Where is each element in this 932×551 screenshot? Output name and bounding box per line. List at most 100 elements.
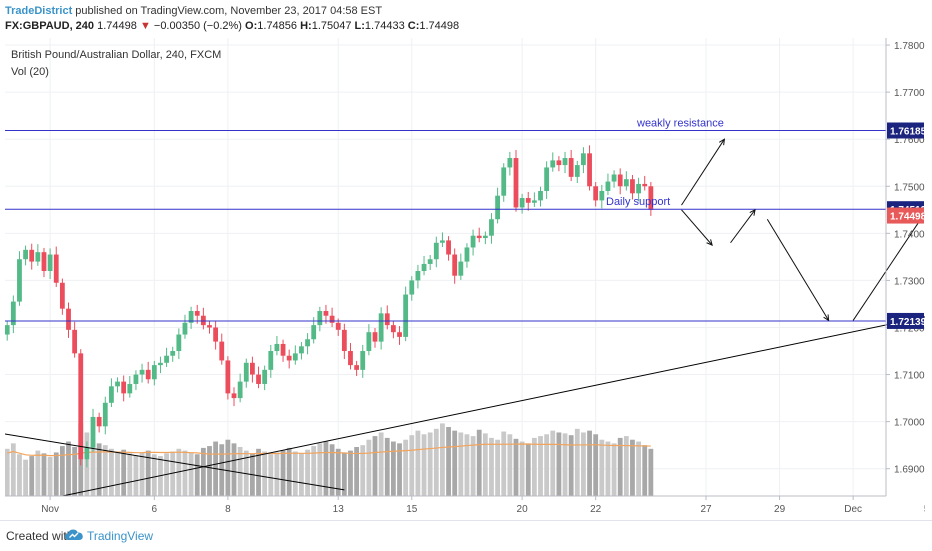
volume-bar	[23, 459, 28, 496]
volume-bar	[17, 454, 22, 496]
candle-body	[274, 343, 280, 352]
candle-body	[360, 351, 366, 370]
candle-body	[458, 261, 464, 276]
candle-body	[194, 311, 200, 316]
volume-bar	[151, 454, 157, 496]
volume-bar	[66, 441, 71, 496]
volume-bar	[623, 436, 629, 496]
volume-bar	[109, 448, 114, 496]
volume-bar	[372, 436, 378, 496]
volume-bar	[274, 452, 280, 496]
candle-body	[452, 254, 458, 276]
volume-bar	[207, 446, 212, 496]
volume-bar	[489, 437, 494, 496]
time-tick-label: 5	[924, 504, 925, 515]
price-tick-label: 1.75000	[894, 182, 925, 193]
time-tick-label: Nov	[41, 504, 59, 515]
candle-body	[127, 383, 133, 394]
current-price-tag-bg	[887, 207, 924, 224]
candle-body	[78, 353, 84, 460]
time-tick-label: 8	[225, 504, 231, 515]
candle-body	[513, 158, 519, 208]
volume-bar	[335, 448, 341, 496]
ohlc-line: FX:GBPAUD, 240 1.74498 ▼ −0.00350 (−0.2%…	[5, 20, 459, 32]
volume-bar	[194, 454, 200, 496]
candle-body	[237, 381, 243, 399]
candle-body	[409, 280, 415, 295]
candle-body	[556, 160, 562, 166]
close-value: 1.74498	[419, 20, 460, 32]
volume-bar	[617, 437, 623, 496]
candle-body	[550, 160, 556, 168]
publication-line: TradeDistrict published on TradingView.c…	[5, 5, 382, 17]
price-tick-label: 1.76000	[894, 135, 925, 146]
volume-bar	[544, 434, 550, 496]
candle-body	[335, 322, 341, 330]
candle-body	[415, 271, 421, 281]
candle-body	[305, 339, 310, 347]
candle-body	[568, 158, 574, 177]
volume-bar	[268, 454, 274, 496]
candle-body	[446, 240, 451, 255]
volume-bar	[452, 430, 458, 496]
price-tick-label: 1.78000	[894, 41, 925, 52]
high-label: H:	[300, 20, 312, 32]
level-annotation: weakly resistance	[636, 117, 724, 129]
candle-body	[605, 181, 611, 191]
time-tick-label: 13	[333, 504, 345, 515]
volume-bar	[384, 437, 390, 496]
candle-body	[286, 355, 292, 361]
candlesticks	[4, 145, 654, 468]
price-tick-label: 1.71000	[894, 371, 925, 382]
volume-bar	[568, 435, 574, 496]
candle-body	[47, 254, 53, 272]
level-price-tag-bg	[887, 122, 924, 139]
arrow-head	[706, 239, 713, 246]
candle-body	[378, 313, 384, 342]
volume-bar	[348, 450, 353, 496]
tradingview-brand-link[interactable]: TradingView	[87, 529, 154, 543]
candle-body	[630, 179, 635, 194]
volume-bar	[421, 434, 427, 496]
candle-body	[525, 198, 531, 203]
price-tick-label: 1.69000	[894, 465, 925, 476]
volume-bar	[366, 439, 372, 496]
volume-bar	[47, 456, 53, 496]
candle-body	[158, 362, 163, 366]
volume-bar	[127, 453, 133, 496]
current-price-tag: 1.74498	[890, 212, 925, 223]
candle-body	[574, 165, 580, 177]
volume-bar	[4, 448, 10, 496]
volume-bar	[176, 448, 182, 496]
projection-arrow	[766, 218, 830, 321]
candle-body	[151, 365, 157, 380]
author-link[interactable]: TradeDistrict	[5, 5, 73, 17]
drawn-lines: weakly resistance Daily support	[0, 117, 932, 497]
candle-body	[292, 353, 298, 361]
candle-body	[648, 186, 654, 210]
volume-bar	[317, 443, 323, 496]
candle-body	[200, 315, 206, 326]
volume-bar	[35, 450, 41, 496]
candle-body	[41, 252, 47, 272]
time-tick-label: 15	[406, 504, 418, 515]
volume-bar	[96, 443, 102, 496]
volume-bar	[90, 439, 96, 496]
volume-bar	[188, 452, 194, 496]
candle-body	[341, 329, 347, 352]
volume-bar	[354, 446, 360, 496]
candle-body	[623, 179, 629, 187]
candle-body	[311, 325, 317, 340]
candle-body	[262, 369, 268, 384]
candle-body	[323, 311, 329, 316]
volume-bar	[605, 441, 611, 496]
candle-body	[231, 393, 237, 399]
volume-bar	[121, 449, 127, 496]
volume-bar	[636, 441, 641, 496]
candle-body	[636, 183, 641, 194]
trend-line	[62, 314, 932, 497]
time-tick-label: 27	[700, 504, 712, 515]
time-tick-label: 20	[517, 504, 529, 515]
